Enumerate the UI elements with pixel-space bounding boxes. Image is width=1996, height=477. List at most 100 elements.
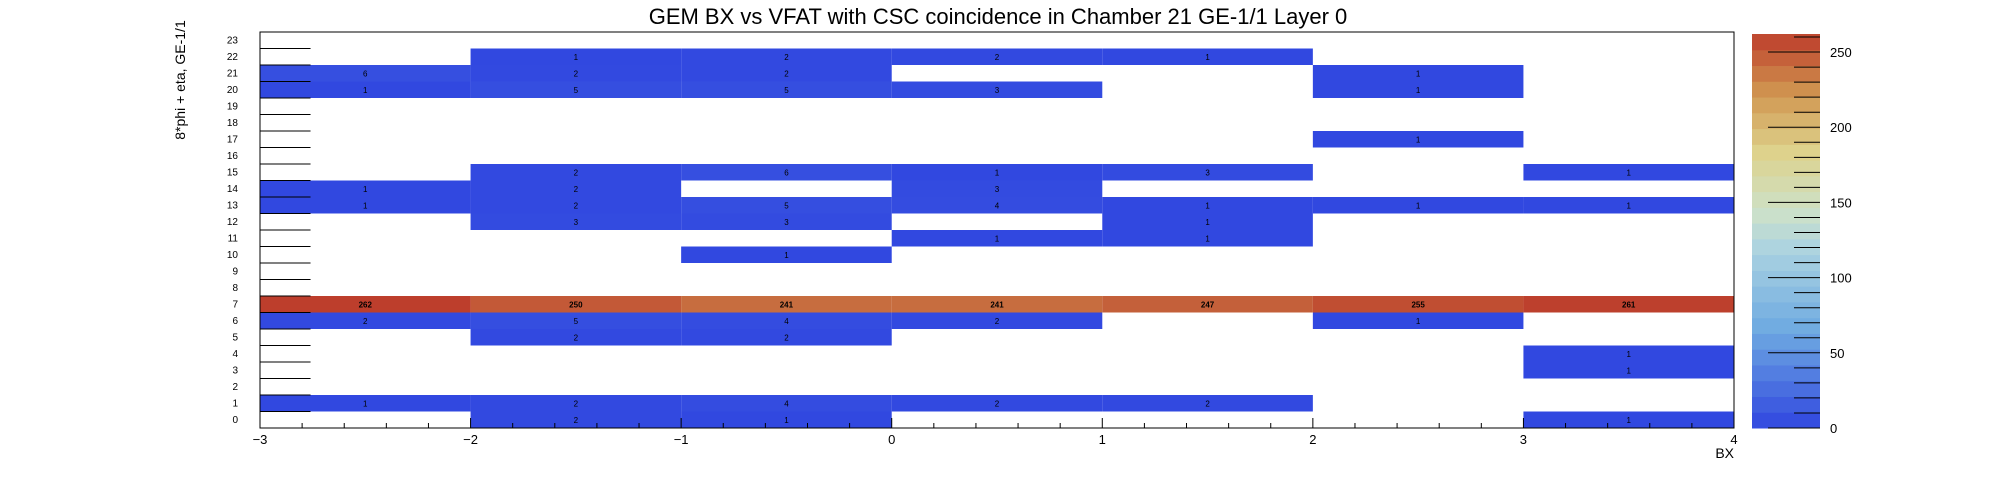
colorbar-band bbox=[1752, 128, 1820, 145]
cell-value-label: 2 bbox=[784, 53, 789, 62]
x-tick-label: 3 bbox=[1520, 432, 1527, 447]
heatmap-cell bbox=[891, 197, 1103, 214]
y-tick-label: 19 bbox=[227, 101, 239, 112]
cell-value-label: 5 bbox=[784, 201, 789, 210]
colorbar-band bbox=[1752, 49, 1820, 67]
cell-value-label: 1 bbox=[1626, 350, 1631, 359]
y-tick-label: 4 bbox=[232, 349, 238, 360]
cell-value-label: 1 bbox=[1416, 317, 1421, 326]
heatmap-cell bbox=[1102, 296, 1313, 313]
cell-value-label: 1 bbox=[784, 416, 789, 425]
y-tick-label: 3 bbox=[232, 365, 238, 376]
heatmap-cell bbox=[891, 312, 1103, 329]
heatmap-cell bbox=[260, 296, 471, 313]
colorbar-band bbox=[1752, 396, 1820, 413]
cell-value-label: 6 bbox=[363, 69, 368, 78]
colorbar-band bbox=[1752, 333, 1820, 350]
heatmap-cell bbox=[1102, 230, 1313, 247]
heatmap-cell bbox=[1523, 411, 1734, 428]
heatmap-cell bbox=[681, 296, 892, 313]
heatmap-cell bbox=[470, 312, 682, 329]
heatmap-cell bbox=[470, 411, 682, 428]
colorbar-band bbox=[1752, 112, 1820, 130]
cell-value-label: 2 bbox=[995, 317, 1000, 326]
cell-value-label: 2 bbox=[995, 399, 1000, 408]
cell-value-label: 3 bbox=[784, 218, 789, 227]
heatmap-cell bbox=[891, 230, 1103, 247]
cell-value-label: 2 bbox=[574, 168, 579, 177]
heatmap-cell bbox=[681, 329, 892, 346]
cell-value-label: 1 bbox=[1416, 86, 1421, 95]
heatmap-cell bbox=[681, 411, 892, 428]
colorbar-band bbox=[1752, 97, 1820, 114]
cell-value-label: 3 bbox=[995, 185, 1000, 194]
cell-value-label: 1 bbox=[1205, 234, 1210, 243]
colorbar-band bbox=[1752, 380, 1820, 397]
heatmap-cell bbox=[891, 180, 1103, 197]
colorbar-band bbox=[1752, 286, 1820, 303]
colorbar-tick-label: 150 bbox=[1830, 195, 1852, 210]
y-tick-label: 2 bbox=[232, 382, 238, 393]
heatmap-cell bbox=[1312, 65, 1524, 82]
cell-value-label: 1 bbox=[1416, 135, 1421, 144]
y-tick-label: 9 bbox=[232, 266, 238, 277]
heatmap-cell bbox=[1312, 312, 1524, 329]
cell-value-label: 1 bbox=[784, 251, 789, 260]
cell-value-label: 2 bbox=[574, 201, 579, 210]
colorbar-band bbox=[1752, 65, 1820, 82]
heatmap-cell bbox=[681, 213, 892, 230]
cell-value-label: 5 bbox=[784, 86, 789, 95]
cell-value-label: 4 bbox=[995, 201, 1000, 210]
y-tick-label: 17 bbox=[227, 134, 239, 145]
cell-value-label: 3 bbox=[574, 218, 579, 227]
colorbar-band bbox=[1752, 364, 1820, 382]
heatmap-cell bbox=[470, 395, 682, 412]
y-tick-label: 1 bbox=[232, 398, 238, 409]
heatmap-cell bbox=[470, 164, 682, 181]
x-tick-label: −1 bbox=[674, 432, 689, 447]
heatmap-cell bbox=[470, 197, 682, 214]
cell-value-label: 2 bbox=[784, 333, 789, 342]
heatmap-cell bbox=[681, 395, 892, 412]
y-axis-label: 8*phi + eta, GE-1/1 bbox=[172, 20, 188, 140]
axis-ticks: −3 −2 −1 0 1 2 3 401234567891011121314151617181… bbox=[227, 35, 1738, 447]
heatmap-cell bbox=[681, 164, 892, 181]
colorbar-band bbox=[1752, 301, 1820, 319]
x-tick-label: −3 bbox=[253, 432, 268, 447]
heatmap-cell bbox=[1102, 213, 1313, 230]
colorbar-band bbox=[1752, 317, 1820, 334]
heatmap-cell bbox=[1523, 362, 1734, 379]
x-tick-label: 4 bbox=[1730, 432, 1737, 447]
cell-value-label: 2 bbox=[995, 53, 1000, 62]
colorbar-tick-label: 100 bbox=[1830, 271, 1852, 286]
cell-value-label: 1 bbox=[995, 168, 1000, 177]
heatmap-cell bbox=[891, 81, 1103, 98]
heatmap-cell bbox=[891, 395, 1103, 412]
x-axis-label: BX bbox=[1715, 445, 1734, 461]
cell-value-label: 3 bbox=[1205, 168, 1210, 177]
heatmap-cell bbox=[681, 312, 892, 329]
chart-title: GEM BX vs VFAT with CSC coincidence in C… bbox=[649, 4, 1348, 29]
x-tick-label: 1 bbox=[1099, 432, 1106, 447]
heatmap-cell bbox=[470, 296, 682, 313]
colorbar-tick-label: 200 bbox=[1830, 120, 1852, 135]
heatmap-cell bbox=[260, 180, 471, 197]
y-tick-label: 7 bbox=[232, 299, 238, 310]
cell-value-label: 261 bbox=[1622, 300, 1636, 309]
heatmap-cell bbox=[891, 48, 1103, 65]
cell-value-label: 241 bbox=[990, 300, 1004, 309]
cell-value-label: 250 bbox=[569, 300, 583, 309]
cell-value-label: 1 bbox=[1205, 218, 1210, 227]
heatmap-cell bbox=[681, 48, 892, 65]
cell-value-label: 1 bbox=[1205, 53, 1210, 62]
colorbar-band bbox=[1752, 270, 1820, 287]
y-tick-label: 10 bbox=[227, 250, 239, 261]
heatmap-cell bbox=[891, 164, 1103, 181]
colorbar-tick-label: 50 bbox=[1830, 346, 1844, 361]
cell-value-label: 4 bbox=[784, 399, 789, 408]
colorbar-band bbox=[1752, 349, 1820, 366]
heatmap-cell bbox=[681, 246, 892, 263]
y-tick-label: 23 bbox=[227, 35, 239, 46]
cell-value-label: 2 bbox=[574, 399, 579, 408]
